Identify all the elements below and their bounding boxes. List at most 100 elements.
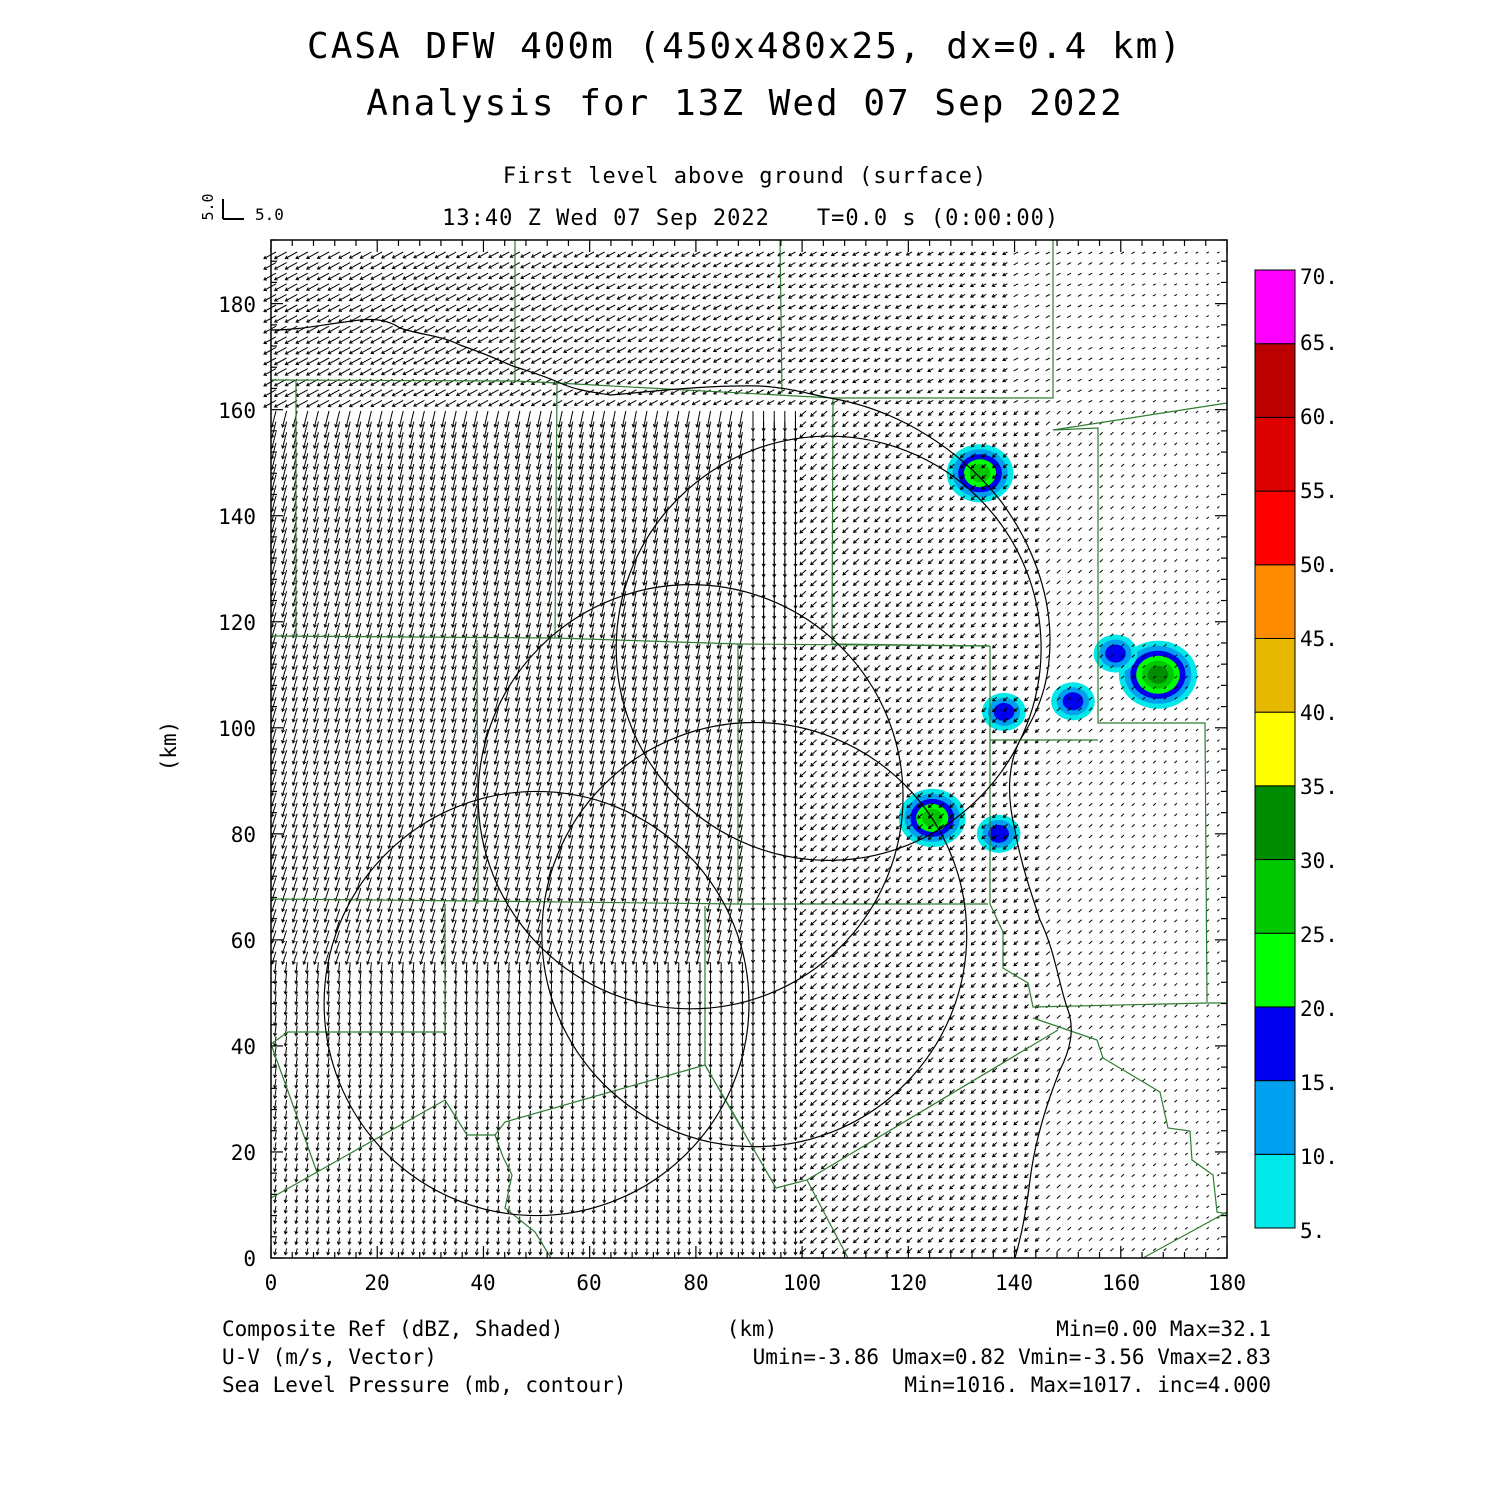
wind-vector-head xyxy=(927,262,932,267)
wind-vector xyxy=(295,283,309,291)
wind-vector xyxy=(1066,262,1072,266)
wind-vector xyxy=(285,272,298,281)
wind-vector xyxy=(1056,251,1061,255)
wind-vector xyxy=(360,262,372,270)
wind-vector xyxy=(1088,251,1093,255)
wind-vector xyxy=(713,283,722,289)
wind-vector-head xyxy=(263,266,268,270)
wind-vector-head xyxy=(573,296,578,300)
wind-vector-head xyxy=(530,275,535,279)
wind-vector xyxy=(263,262,277,270)
wind-vector xyxy=(874,262,881,267)
wind-vector-head xyxy=(541,254,546,258)
wind-vector-head xyxy=(766,252,771,257)
wind-vector-head xyxy=(745,295,749,299)
wind-vector xyxy=(874,272,881,277)
wind-vector xyxy=(681,251,690,257)
wind-vector-head xyxy=(745,274,749,278)
wind-vector xyxy=(338,262,351,270)
wind-vector-head xyxy=(766,263,771,267)
wind-vector-head xyxy=(959,294,964,298)
wind-vector-head xyxy=(884,252,889,256)
wind-vector xyxy=(1088,262,1093,265)
wind-vector xyxy=(456,262,468,269)
wind-vector xyxy=(585,272,595,279)
wind-vector-head xyxy=(391,265,396,270)
wind-vector xyxy=(788,272,796,278)
wind-vector xyxy=(1120,283,1125,286)
wind-vector xyxy=(1216,262,1220,265)
wind-vector xyxy=(488,293,499,301)
wind-vector xyxy=(1174,251,1178,254)
wind-vector xyxy=(1077,272,1082,276)
wind-vector xyxy=(927,272,934,277)
wind-vector-head xyxy=(905,283,910,288)
wind-vector-head xyxy=(798,252,803,257)
wind-vector-head xyxy=(702,253,707,257)
wind-vector xyxy=(531,293,542,300)
wind-vector-head xyxy=(798,295,803,299)
wind-vector-head xyxy=(670,264,675,268)
wind-vector-head xyxy=(605,264,610,268)
wind-vector-head xyxy=(488,286,492,290)
wind-vector-head xyxy=(466,265,471,269)
wind-vector-head xyxy=(916,283,921,288)
wind-vector-head xyxy=(659,264,664,268)
wind-vector-head xyxy=(820,284,824,288)
wind-vector-head xyxy=(820,273,824,278)
wind-vector-head xyxy=(509,264,514,269)
wind-vector-head xyxy=(477,265,482,269)
wind-vector-head xyxy=(445,286,450,291)
wind-vector xyxy=(381,251,393,259)
wind-vector xyxy=(1109,283,1114,287)
wind-vector-head xyxy=(980,294,985,298)
wind-vector-head xyxy=(541,275,546,279)
wind-vector-head xyxy=(359,308,364,312)
wind-vector-head xyxy=(520,296,525,301)
wind-vector-head xyxy=(648,274,653,279)
wind-vector-head xyxy=(937,273,942,277)
wind-vector xyxy=(820,283,828,288)
wind-vector-head xyxy=(627,296,632,300)
wind-vector xyxy=(1045,251,1051,255)
wind-vector-head xyxy=(712,295,717,300)
wind-vector-head xyxy=(327,265,332,270)
wind-vector xyxy=(1216,251,1220,254)
wind-vector xyxy=(1088,293,1093,297)
wind-vector xyxy=(328,251,340,259)
wind-vector-head xyxy=(1002,283,1007,287)
wind-vector xyxy=(338,251,351,259)
wind-vector xyxy=(1163,272,1167,276)
wind-vector-head xyxy=(595,296,600,300)
wind-vector-head xyxy=(380,276,385,280)
wind-vector xyxy=(1099,251,1104,255)
wind-vector xyxy=(734,272,743,278)
wind-vector xyxy=(1195,293,1199,297)
wind-vector-head xyxy=(434,265,439,269)
wind-vector xyxy=(852,262,860,267)
wind-vector xyxy=(499,262,510,269)
wind-vector xyxy=(938,262,945,266)
wind-vector-head xyxy=(509,275,514,280)
wind-vector xyxy=(349,251,362,259)
wind-vector xyxy=(681,272,690,278)
wind-vector xyxy=(402,293,415,301)
wind-vector-head xyxy=(402,254,407,259)
wind-vector-head xyxy=(637,285,642,289)
wind-vector xyxy=(906,262,913,266)
wind-vector-head xyxy=(338,255,343,259)
wind-vector xyxy=(884,262,892,267)
wind-vector xyxy=(1141,283,1146,286)
wind-vector xyxy=(542,251,552,258)
wind-vector-head xyxy=(809,273,814,278)
wind-vector-head xyxy=(370,276,375,280)
wind-vector-head xyxy=(884,283,889,288)
wind-vector-head xyxy=(338,276,343,281)
wind-vector xyxy=(552,251,563,258)
wind-vector xyxy=(724,283,733,289)
wind-vector-head xyxy=(284,287,289,291)
wind-vector-head xyxy=(1002,272,1007,277)
wind-vector xyxy=(595,283,605,289)
wind-vector-head xyxy=(391,286,396,291)
wind-vector xyxy=(606,293,616,300)
